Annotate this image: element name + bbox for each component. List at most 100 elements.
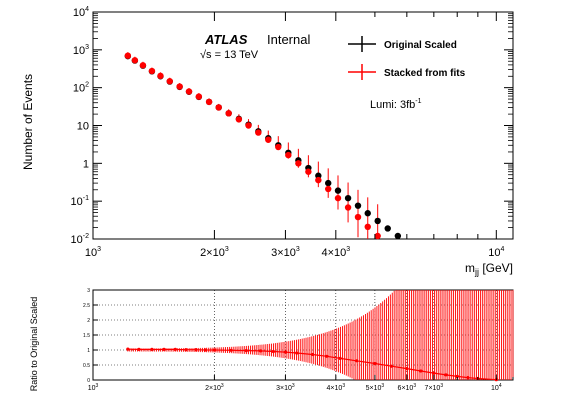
data-point-stacked	[374, 232, 381, 240]
data-point-stacked	[131, 57, 139, 64]
main-y-tick-label: 104	[73, 6, 89, 19]
data-point-stacked	[225, 110, 232, 117]
ratio-y-ticks: 0 0.5 1 1.5 2 2.5 3	[83, 288, 98, 384]
ratio-point	[126, 347, 130, 351]
data-point-stacked	[148, 67, 156, 75]
data-point-stacked	[124, 52, 132, 59]
ratio-x-tick-label: 104	[491, 383, 502, 392]
data-point-original	[364, 210, 371, 217]
energy-sqrt-var: s	[206, 49, 212, 61]
data-point-stacked	[195, 93, 203, 100]
legend: Original Scaled Stacked from fits	[348, 36, 466, 80]
svg-text:Lumi: 3fb-1: Lumi: 3fb-1	[370, 98, 422, 111]
ratio-point	[212, 348, 217, 352]
ratio-x-tick-label: 5×103	[366, 383, 385, 392]
main-error-bars	[127, 52, 379, 239]
ratio-x-tick-label: 2×103	[205, 383, 224, 392]
ratio-y-tick-label: 3	[87, 288, 90, 294]
main-x-tick-label: 104	[488, 246, 504, 259]
main-y-tick-label: 10-2	[71, 233, 90, 246]
main-y-tick-label: 103	[73, 44, 89, 57]
data-point-stacked	[295, 160, 302, 167]
ratio-point	[173, 347, 177, 351]
ratio-point	[325, 354, 329, 358]
ratio-y-axis-label: Ratio to Original Scaled	[29, 297, 39, 392]
data-point-original	[315, 172, 322, 179]
ratio-y-tick-label: 1	[87, 348, 90, 354]
ratio-y-tick-label: 0.5	[83, 363, 90, 369]
legend-label-stacked: Stacked from fits	[384, 68, 466, 79]
lumi-label: Lumi: 3fb-1	[370, 98, 422, 111]
sqrt-symbol: √	[200, 49, 207, 61]
ratio-point	[283, 350, 288, 354]
ratio-point	[271, 349, 275, 354]
data-point-original	[354, 202, 362, 209]
original-scaled-markers	[124, 52, 402, 240]
data-point-stacked	[275, 143, 282, 151]
ratio-x-tick-label: 7×103	[425, 383, 444, 392]
ratio-point	[150, 347, 154, 351]
data-point-original	[374, 217, 381, 225]
data-point-stacked	[185, 88, 193, 95]
data-point-stacked	[305, 168, 312, 175]
ratio-point	[203, 348, 208, 352]
main-y-tick-label: 10-1	[71, 195, 90, 208]
legend-entry-original: Original Scaled	[348, 36, 457, 52]
data-point-stacked	[215, 104, 222, 111]
data-point-original	[334, 187, 342, 194]
data-point-stacked	[205, 98, 213, 106]
ratio-point	[137, 347, 141, 351]
ratio-point	[444, 373, 448, 377]
ratio-x-ticks: 103 2×103 3×103 4×103 5×103 6×103 7×103 104	[88, 375, 514, 392]
main-x-tick-label: 3×103	[271, 246, 300, 259]
ratio-y-tick-label: 1.5	[83, 333, 90, 339]
ratio-x-tick-label: 6×103	[398, 383, 417, 392]
svg-text:√s = 13 TeV: √s = 13 TeV	[200, 49, 259, 61]
ratio-y-tick-label: 2	[87, 318, 90, 324]
ratio-point	[389, 364, 394, 368]
data-point-original	[325, 179, 332, 187]
data-point-original	[384, 225, 391, 232]
data-point-original	[394, 232, 402, 240]
data-point-stacked	[265, 136, 272, 143]
atlas-label: ATLAS	[204, 32, 248, 47]
ratio-point	[455, 374, 459, 378]
data-point-stacked	[245, 122, 252, 129]
main-x-tick-label: 2×103	[200, 246, 229, 259]
data-point-stacked	[344, 204, 352, 211]
ratio-point	[432, 371, 436, 375]
main-y-ticks: 10-2 10-1 1 10 102 103 104	[71, 6, 513, 246]
main-x-tick-label: 4×103	[321, 246, 350, 259]
data-point-stacked	[354, 213, 362, 221]
ratio-point	[419, 369, 423, 373]
ratio-point	[258, 349, 262, 353]
data-point-stacked	[176, 83, 183, 90]
ratio-point	[338, 356, 342, 360]
ratio-grid	[92, 290, 513, 380]
data-point-stacked	[325, 185, 332, 193]
stacked-fits-markers	[124, 52, 381, 240]
ratio-point	[295, 351, 299, 355]
ratio-error-bars	[127, 290, 514, 380]
data-point-stacked	[157, 72, 164, 80]
energy-label: √s = 13 TeV	[200, 49, 259, 61]
energy-rest: = 13 TeV	[212, 49, 259, 61]
ratio-x-tick-label: 3×103	[276, 383, 295, 392]
ratio-point	[466, 376, 470, 380]
ratio-point	[373, 361, 377, 366]
main-y-tick-label: 102	[73, 82, 89, 95]
data-point-stacked	[285, 151, 292, 159]
ratio-x-tick-label: 103	[88, 383, 99, 392]
main-x-ticks: 103 2×103 3×103 4×103 104	[85, 12, 514, 259]
main-x-axis-label: mjj [GeV]	[465, 261, 513, 277]
ratio-point	[184, 348, 188, 352]
legend-entry-stacked: Stacked from fits	[348, 64, 466, 80]
data-point-stacked	[139, 62, 147, 69]
data-point-stacked	[255, 129, 262, 136]
ratio-point	[405, 367, 409, 371]
ratio-panel: 103 2×103 3×103 4×103 5×103 6×103 7×103 104 0 0.…	[29, 288, 514, 392]
ratio-point	[194, 348, 198, 352]
data-point-stacked	[364, 223, 371, 231]
ratio-y-tick-label: 2.5	[83, 303, 90, 309]
legend-label-original: Original Scaled	[384, 40, 457, 51]
